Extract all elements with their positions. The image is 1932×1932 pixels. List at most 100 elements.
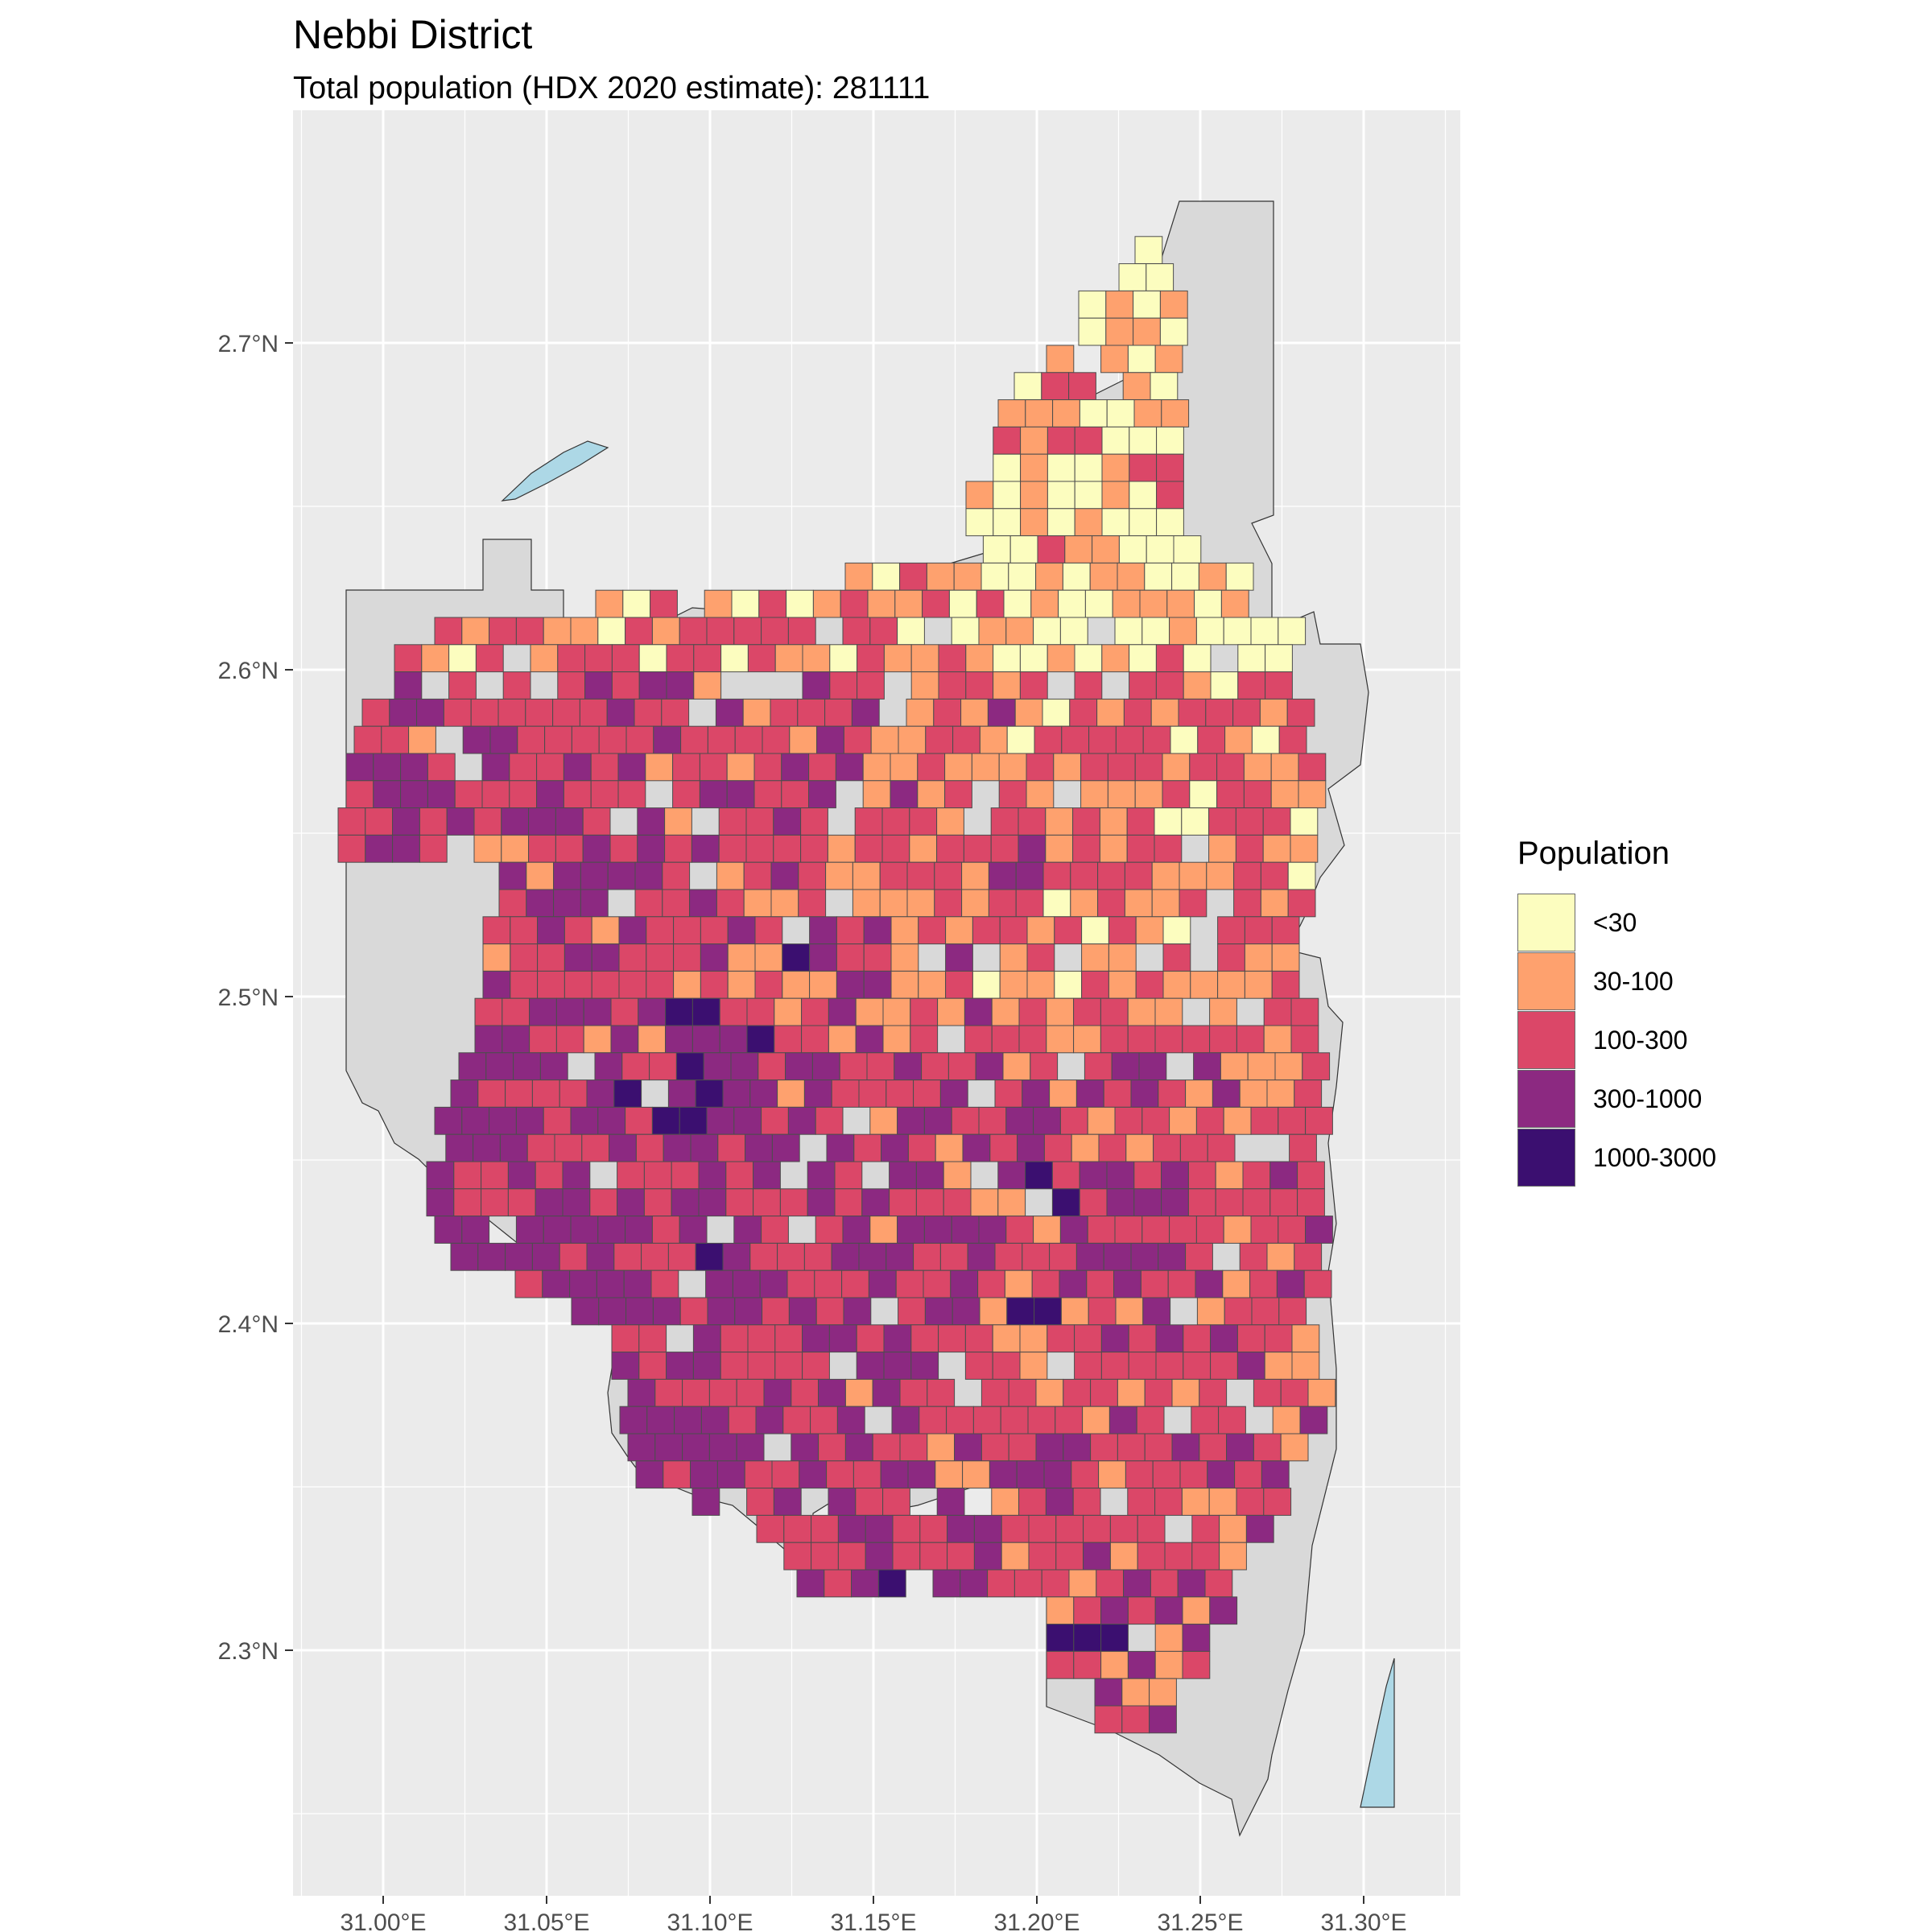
- population-cell: [707, 725, 736, 754]
- population-cell: [502, 1025, 530, 1054]
- population-cell: [537, 916, 565, 945]
- population-cell: [536, 753, 564, 782]
- population-cell: [1083, 1542, 1111, 1571]
- population-cell: [802, 671, 831, 700]
- population-cell: [665, 1025, 693, 1054]
- population-cell: [555, 834, 584, 863]
- population-cell: [785, 1052, 813, 1081]
- population-cell: [827, 834, 856, 863]
- population-cell: [1137, 1514, 1166, 1543]
- population-cell: [747, 1352, 776, 1380]
- population-cell: [863, 916, 892, 945]
- population-cell: [1297, 1161, 1325, 1190]
- population-cell: [861, 1188, 890, 1217]
- population-cell: [646, 1406, 675, 1435]
- population-cell: [786, 1269, 815, 1298]
- population-cell: [774, 1025, 803, 1054]
- population-cell: [1026, 780, 1055, 809]
- population-cell: [1162, 943, 1191, 972]
- population-cell: [872, 1378, 901, 1407]
- population-cell: [999, 943, 1028, 972]
- population-cell: [1245, 1514, 1274, 1543]
- population-cell: [650, 1269, 679, 1298]
- population-cell: [782, 1406, 811, 1435]
- population-cell: [997, 399, 1026, 427]
- population-cell: [1278, 1297, 1307, 1326]
- population-cell: [854, 834, 883, 863]
- population-cell: [774, 1352, 803, 1380]
- population-cell: [1058, 589, 1086, 618]
- population-cell: [1164, 1542, 1193, 1571]
- population-cell: [497, 698, 526, 727]
- population-cell: [1294, 1242, 1323, 1271]
- population-cell: [1217, 943, 1245, 972]
- population-cell: [1072, 807, 1100, 836]
- population-cell: [787, 617, 816, 646]
- population-cell: [781, 753, 810, 782]
- population-cell: [1189, 753, 1218, 782]
- population-cell: [1236, 1025, 1265, 1054]
- population-cell: [1019, 1324, 1048, 1353]
- population-cell: [591, 970, 620, 999]
- population-cell: [722, 1080, 751, 1108]
- population-cell: [1272, 1406, 1301, 1435]
- population-cell: [951, 1216, 980, 1244]
- population-cell: [638, 671, 667, 700]
- population-cell: [1236, 1352, 1265, 1380]
- population-cell: [1216, 780, 1245, 809]
- population-cell: [882, 997, 911, 1026]
- population-cell: [865, 1514, 894, 1543]
- population-cell: [1278, 1216, 1307, 1244]
- population-cell: [1183, 1324, 1212, 1353]
- population-cell: [1233, 861, 1261, 890]
- population-cell: [964, 1025, 993, 1054]
- population-cell: [1171, 1378, 1200, 1407]
- population-cell: [716, 861, 745, 890]
- population-cell: [808, 780, 836, 809]
- population-cell: [513, 1052, 541, 1081]
- population-cell: [1073, 1624, 1102, 1652]
- population-cell: [555, 807, 584, 836]
- population-cell: [891, 1406, 920, 1435]
- population-cell: [1037, 535, 1066, 564]
- population-cell: [992, 1324, 1021, 1353]
- population-cell: [1262, 834, 1291, 863]
- population-cell: [964, 1352, 993, 1380]
- population-cell: [773, 1488, 802, 1516]
- population-cell: [1079, 1188, 1108, 1217]
- population-cell: [584, 671, 613, 700]
- population-cell: [1156, 453, 1184, 482]
- population-cell: [638, 1352, 667, 1380]
- population-cell: [994, 1080, 1023, 1108]
- population-cell: [1278, 617, 1307, 646]
- population-cell: [1305, 1216, 1333, 1244]
- population-cell: [381, 725, 410, 754]
- population-cell: [1208, 807, 1236, 836]
- population-cell: [924, 1297, 953, 1326]
- population-cell: [997, 1188, 1026, 1217]
- population-cell: [934, 889, 963, 918]
- population-cell: [989, 1460, 1018, 1489]
- population-cell: [754, 970, 783, 999]
- population-cell: [1117, 1378, 1146, 1407]
- population-cell: [726, 780, 755, 809]
- population-cell: [881, 1133, 909, 1162]
- population-cell: [365, 807, 394, 836]
- x-tick-label: 31.25°E: [1157, 1909, 1243, 1932]
- population-cell: [746, 1488, 774, 1516]
- population-cell: [1264, 1324, 1293, 1353]
- population-cell: [704, 589, 733, 618]
- population-cell: [988, 889, 1017, 918]
- population-cell: [869, 617, 898, 646]
- population-cell: [1250, 1216, 1279, 1244]
- population-cell: [1144, 1433, 1173, 1462]
- population-cell: [1106, 1188, 1135, 1217]
- population-cell: [537, 970, 565, 999]
- population-cell: [1072, 1488, 1101, 1516]
- population-cell: [758, 1052, 786, 1081]
- x-tick-label: 31.10°E: [667, 1909, 753, 1932]
- population-cell: [788, 1297, 817, 1326]
- population-cell: [1269, 1161, 1298, 1190]
- population-cell: [1133, 290, 1161, 319]
- population-cell: [1034, 1297, 1062, 1326]
